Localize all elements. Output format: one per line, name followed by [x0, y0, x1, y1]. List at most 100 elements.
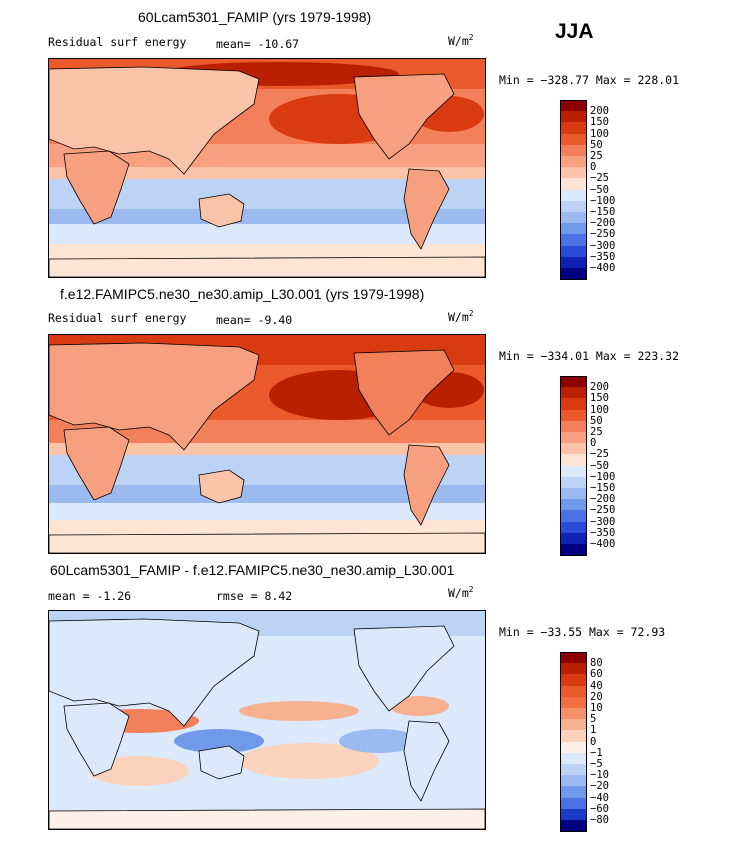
colorbar-swatch	[560, 387, 587, 399]
colorbar-swatch	[560, 786, 587, 798]
colorbar-swatch	[560, 178, 587, 190]
map-blob-blue-2	[339, 729, 419, 753]
colorbar-swatch	[560, 245, 587, 258]
colorbar-swatch	[560, 775, 587, 787]
colorbar-swatch	[560, 730, 587, 742]
colorbar-label: −350	[590, 526, 616, 539]
panel2-mean: mean= -9.40	[216, 313, 292, 327]
panel3-minmax: Min = −33.55 Max = 72.93	[499, 625, 666, 639]
map-land-namerica	[353, 73, 455, 160]
colorbar-swatch	[560, 100, 587, 112]
map-blob-blue-1	[174, 729, 264, 753]
map-land-eurasia	[49, 342, 260, 451]
map-blob-eq-pacific	[239, 701, 359, 721]
map-band-equator	[49, 443, 485, 455]
colorbar-swatch	[560, 167, 587, 179]
colorbar-label: −100	[590, 194, 616, 207]
colorbar-label: 50	[590, 138, 603, 151]
colorbar-label: 100	[590, 403, 609, 416]
map-land-eurasia	[49, 66, 260, 175]
colorbar-swatch	[560, 510, 587, 522]
colorbar-swatch	[560, 432, 587, 444]
panel2-mean-value: -9.40	[257, 313, 293, 327]
colorbar-label: −200	[590, 493, 616, 506]
panel3-rmse: rmse = 8.42	[216, 589, 292, 603]
colorbar-label: −100	[590, 470, 616, 483]
colorbar-label: −25	[590, 172, 609, 185]
map-land-africa	[63, 150, 130, 225]
panel1-title: 60Lcam5301_FAMIP (yrs 1979-1998)	[138, 9, 372, 25]
colorbar-swatch	[560, 488, 587, 500]
colorbar-swatch	[560, 476, 587, 489]
colorbar-label: −150	[590, 482, 616, 494]
colorbar-label: −60	[590, 802, 609, 815]
map-land-samerica	[403, 444, 450, 526]
colorbar-label: −40	[590, 791, 609, 804]
colorbar-swatch	[560, 133, 587, 146]
map-land-antarctica	[49, 808, 485, 829]
colorbar-label: 150	[590, 116, 609, 129]
colorbar-swatch	[560, 719, 587, 731]
panel1-mean: mean= -10.67	[216, 37, 299, 51]
panel3-mean-label: mean =	[48, 589, 90, 603]
colorbar-swatch	[560, 685, 587, 698]
colorbar-swatch	[560, 752, 587, 765]
colorbar-label: 100	[590, 127, 609, 140]
colorbar-swatch	[560, 122, 587, 134]
colorbar-swatch	[560, 708, 587, 720]
colorbar-swatch	[560, 234, 587, 246]
colorbar-label: 50	[590, 414, 603, 427]
colorbar-label: −250	[590, 228, 616, 241]
colorbar-swatch	[560, 696, 587, 709]
panel2-map	[48, 334, 486, 554]
map-blob-south-pacific	[239, 743, 379, 779]
panel1-unit: W/m2	[448, 33, 474, 48]
colorbar-label: 0	[590, 161, 597, 174]
map-blob-eq-atlantic	[389, 696, 449, 716]
colorbar-label: 40	[590, 679, 603, 692]
panel3-title: 60Lcam5301_FAMIP - f.e12.FAMIPC5.ne30_ne…	[50, 562, 455, 578]
colorbar-label: 200	[590, 105, 609, 118]
panel1-mean-label: mean=	[216, 37, 251, 51]
colorbar-label: 150	[590, 392, 609, 405]
colorbar-swatch	[560, 532, 587, 545]
colorbar-label: 10	[590, 702, 603, 714]
season-label: JJA	[555, 20, 594, 43]
colorbar-swatch	[560, 111, 587, 123]
panel3-rmse-label: rmse =	[216, 589, 258, 603]
colorbar-swatch	[560, 409, 587, 422]
colorbar-label: −20	[590, 780, 609, 793]
colorbar-swatch	[560, 797, 587, 810]
map-land-antarctica	[49, 256, 485, 277]
colorbar-swatch	[560, 544, 587, 556]
colorbar-label: 60	[590, 668, 603, 681]
colorbar-label: −10	[590, 769, 609, 782]
colorbar-swatch	[560, 499, 587, 511]
panel2-unit: W/m2	[448, 309, 474, 324]
colorbar-swatch	[560, 420, 587, 433]
colorbar-swatch	[560, 820, 587, 832]
colorbar-swatch	[560, 454, 587, 466]
colorbar-swatch	[560, 156, 587, 168]
panel2-minmax: Min = −334.01 Max = 223.32	[499, 349, 680, 363]
colorbar-swatch	[560, 376, 587, 388]
map-land-namerica	[353, 349, 455, 436]
map-land-antarctica	[49, 532, 485, 553]
colorbar-label: 200	[590, 381, 609, 394]
colorbar-label: −350	[590, 250, 616, 263]
panel1-variable: Residual surf energy	[48, 35, 187, 49]
map-land-eurasia	[49, 618, 260, 727]
colorbar-label: 5	[590, 713, 597, 726]
map-land-namerica	[353, 625, 455, 712]
panel1-minmax: Min = −328.77 Max = 228.01	[499, 73, 680, 87]
colorbar-label: −250	[590, 504, 616, 517]
panel3-mean-value: -1.26	[96, 589, 132, 603]
map-band-south-mid	[49, 485, 485, 503]
panel3-mean: mean = -1.26	[48, 589, 131, 603]
colorbar-label: −1	[590, 746, 603, 759]
colorbar-label: −400	[590, 262, 616, 274]
map-blob-south-indian	[89, 756, 189, 786]
map-land-australia	[198, 193, 245, 228]
map-band-south-mid	[49, 209, 485, 224]
colorbar-label: 0	[590, 437, 597, 450]
